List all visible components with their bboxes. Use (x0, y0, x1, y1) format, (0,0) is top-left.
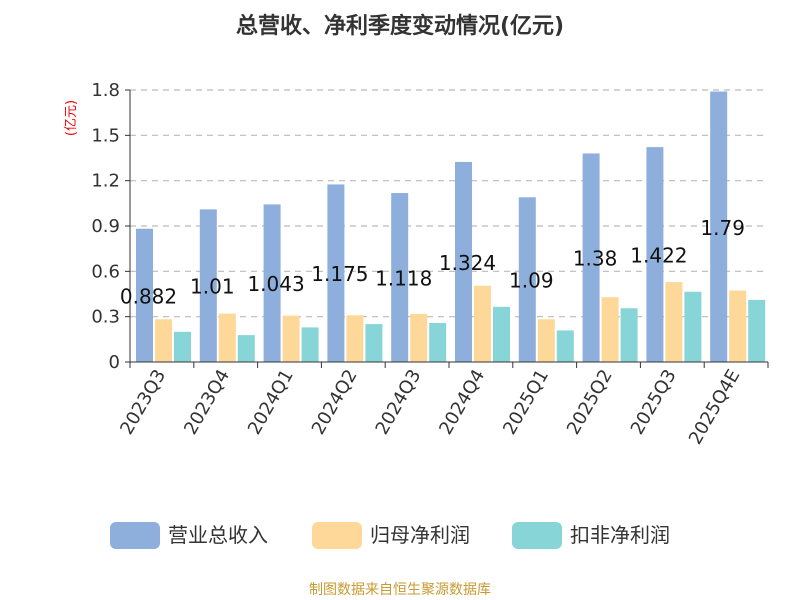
data-label: 1.422 (630, 244, 687, 268)
bar-2 (429, 323, 447, 362)
data-label: 1.324 (439, 251, 496, 275)
bar-1 (282, 315, 300, 362)
x-tick-label: 2025Q4E (685, 366, 745, 448)
y-tick-label: 0.9 (91, 216, 120, 237)
bar-0 (391, 193, 409, 362)
legend-label: 扣非净利润 (570, 523, 670, 547)
y-tick-label: 0.3 (91, 307, 120, 328)
data-label: 1.043 (247, 272, 304, 296)
bar-1 (155, 319, 172, 362)
bar-0 (582, 153, 600, 362)
bar-1 (218, 313, 236, 362)
y-axis-label: (亿元) (64, 100, 79, 136)
bar-2 (556, 330, 574, 362)
data-label: 1.38 (573, 247, 618, 271)
bar-2 (237, 335, 255, 362)
bar-1 (346, 315, 364, 362)
bar-2 (493, 306, 510, 362)
bar-0 (646, 147, 664, 362)
data-label: 1.175 (311, 262, 368, 286)
bar-0 (327, 184, 345, 362)
data-label: 0.882 (120, 284, 177, 308)
chart-title: 总营收、净利季度变动情况(亿元) (236, 13, 564, 39)
bar-2 (365, 324, 383, 362)
legend-swatch (110, 522, 160, 549)
data-label: 1.09 (509, 269, 554, 293)
bar-1 (474, 285, 491, 362)
bar-2 (620, 308, 638, 362)
bar-1 (665, 282, 683, 362)
y-tick-label: 0.6 (91, 261, 120, 282)
bar-1 (601, 297, 619, 362)
bar-0 (710, 91, 728, 362)
bar-0 (455, 161, 472, 362)
y-tick-label: 1.2 (91, 171, 120, 192)
data-label: 1.118 (375, 267, 432, 291)
legend-swatch (312, 522, 362, 549)
x-tick-label: 2023Q4 (180, 366, 234, 438)
x-tick-label: 2024Q4 (435, 366, 489, 438)
bar-1 (729, 290, 747, 362)
bar-1 (537, 319, 555, 362)
footer-source: 制图数据来自恒生聚源数据库 (309, 582, 491, 598)
x-tick-label: 2024Q3 (372, 366, 426, 438)
x-tick-label: 2025Q1 (499, 366, 553, 438)
x-tick-label: 2023Q3 (116, 366, 170, 438)
bar-2 (684, 291, 702, 362)
bar-0 (263, 204, 281, 362)
y-tick-label: 1.8 (91, 80, 120, 101)
x-tick-label: 2025Q2 (563, 366, 617, 438)
legend-label: 营业总收入 (168, 523, 268, 547)
y-tick-label: 0 (109, 352, 120, 373)
data-label: 1.01 (190, 275, 235, 299)
bar-0 (199, 209, 217, 362)
legend-swatch (512, 522, 562, 549)
bar-2 (174, 331, 191, 362)
bar-0 (136, 228, 153, 362)
y-tick-label: 1.5 (91, 125, 120, 146)
bar-1 (410, 313, 428, 362)
legend-label: 归母净利润 (370, 523, 470, 547)
x-tick-label: 2025Q3 (627, 366, 681, 438)
bar-2 (748, 299, 766, 362)
bar-0 (518, 197, 536, 362)
x-tick-label: 2024Q2 (308, 366, 362, 438)
x-tick-label: 2024Q1 (244, 366, 298, 438)
bar-2 (301, 327, 319, 362)
data-label: 1.79 (700, 216, 745, 240)
